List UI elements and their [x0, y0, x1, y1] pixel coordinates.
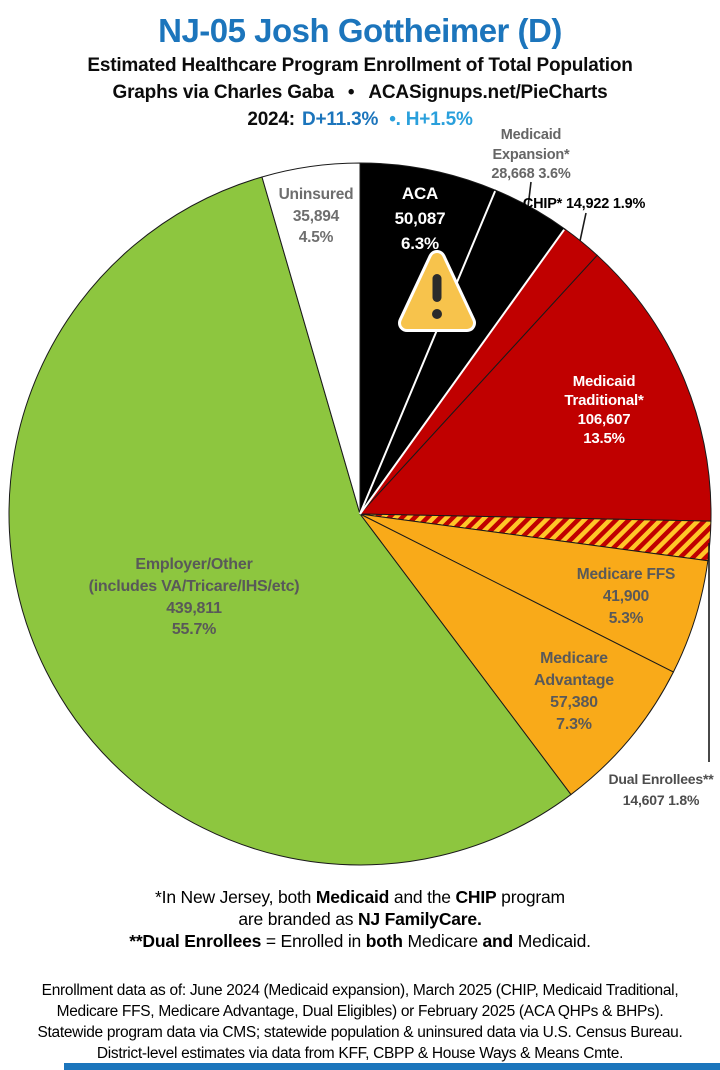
- slice-label-dual-enrollees: Dual Enrollees** 14,607 1.8%: [609, 771, 715, 808]
- slice-label-line: 5.3%: [609, 610, 644, 627]
- slice-label-line: Expansion*: [493, 147, 571, 163]
- leader-line-chip: [579, 212, 587, 242]
- slice-label-line: 41,900: [603, 588, 649, 605]
- credit-author: Graphs via Charles Gaba: [112, 82, 335, 103]
- slice-label-line: Medicaid: [573, 373, 636, 390]
- slice-label-line: 439,811: [166, 600, 222, 617]
- slice-label-line: 57,380: [550, 694, 598, 711]
- pie-slice-medicaid-traditional: [359, 254, 712, 522]
- footnote-line-3: **Dual Enrollees = Enrolled in both Medi…: [129, 931, 591, 951]
- slice-label-line: Traditional*: [564, 392, 644, 409]
- source-line-3: Statewide program data via CMS; statewid…: [37, 1024, 683, 1041]
- slice-label-chip: CHIP* 14,922 1.9%: [523, 196, 646, 212]
- slice-label-line: 55.7%: [172, 621, 216, 638]
- warning-icon: [398, 250, 476, 332]
- slice-label-line: ACA: [402, 184, 438, 203]
- house-lean-value: H+1.5%: [405, 109, 473, 130]
- slice-label-medicare-advantage: Medicare Advantage 57,380 7.3%: [534, 650, 614, 733]
- slice-label-line: 14,607 1.8%: [623, 792, 700, 808]
- slice-label-line: Uninsured: [279, 186, 354, 203]
- source-line-4: District-level estimates via data from K…: [96, 1045, 624, 1062]
- partisan-lean-line: 2024: D+11.3% •. H+1.5%: [0, 109, 720, 131]
- slice-label-medicare-ffs: Medicare FFS 41,900 5.3%: [577, 566, 676, 627]
- bullet-separator: •: [347, 82, 355, 103]
- header: NJ-05 Josh Gottheimer (D) Estimated Heal…: [0, 0, 720, 131]
- slice-label-line: Advantage: [534, 672, 614, 689]
- slice-label-line: CHIP* 14,922 1.9%: [523, 196, 646, 212]
- slice-label-line: (includes VA/Tricare/IHS/etc): [89, 578, 300, 595]
- pie-slice-aca: [359, 162, 496, 515]
- subtitle: Estimated Healthcare Program Enrollment …: [87, 55, 633, 76]
- slice-label-aca: ACA 50,087 6.3%: [395, 184, 446, 253]
- slice-label-line: Dual Enrollees**: [609, 771, 715, 787]
- slice-label-line: 28,668 3.6%: [491, 166, 571, 182]
- year-label: 2024:: [247, 109, 295, 130]
- pie-slice-employer-other: [8, 176, 572, 866]
- footnote-line-1: *In New Jersey, both Medicaid and the CH…: [155, 887, 565, 907]
- source-line-1: Enrollment data as of: June 2024 (Medica…: [41, 982, 679, 999]
- footnote-block: *In New Jersey, both Medicaid and the CH…: [0, 886, 720, 952]
- slice-divider-lines: [359, 190, 565, 515]
- slice-label-line: 106,607: [578, 411, 631, 428]
- slice-label-line: Medicare: [540, 650, 608, 667]
- dem-lean-value: D+11.3%: [301, 109, 379, 130]
- slice-label-line: 6.3%: [401, 234, 439, 253]
- slice-label-line: Medicare FFS: [577, 566, 675, 583]
- data-source-block: Enrollment data as of: June 2024 (Medica…: [0, 980, 720, 1064]
- white-divider-line: [359, 190, 497, 515]
- bottom-accent-bar: [64, 1063, 720, 1070]
- pie-slice-medicare-advantage: [359, 513, 674, 796]
- slice-label-line: 4.5%: [299, 229, 334, 246]
- pie-slices: [8, 162, 712, 866]
- page-title: NJ-05 Josh Gottheimer (D): [158, 12, 562, 49]
- lean-separator: •.: [389, 109, 401, 130]
- slice-label-line: 35,894: [293, 208, 340, 225]
- credit-line: Graphs via Charles Gaba • ACASignups.net/P…: [0, 82, 720, 104]
- slice-label-line: 7.3%: [556, 716, 592, 733]
- slice-label-uninsured: Uninsured 35,894 4.5%: [279, 186, 354, 246]
- slice-label-medicaid-traditional: Medicaid Traditional* 106,607 13.5%: [564, 373, 644, 447]
- white-divider-line: [359, 229, 565, 515]
- leader-line-medicaid-expansion: [527, 181, 532, 208]
- slice-label-medicaid-expansion: Medicaid Expansion* 28,668 3.6%: [491, 127, 571, 182]
- slice-label-line: 13.5%: [583, 430, 625, 447]
- slice-label-employer-other: Employer/Other (includes VA/Tricare/IHS/…: [89, 556, 300, 638]
- credit-site: ACASignups.net/PieCharts: [368, 82, 608, 103]
- slice-label-line: Medicaid: [501, 127, 561, 143]
- slice-label-line: 50,087: [395, 209, 446, 228]
- source-line-2: Medicare FFS, Medicare Advantage, Dual E…: [56, 1003, 664, 1020]
- footnote-line-2: are branded as NJ FamilyCare.: [238, 909, 482, 929]
- pie-slice-uninsured: [261, 162, 361, 515]
- slice-label-line: Employer/Other: [135, 556, 252, 573]
